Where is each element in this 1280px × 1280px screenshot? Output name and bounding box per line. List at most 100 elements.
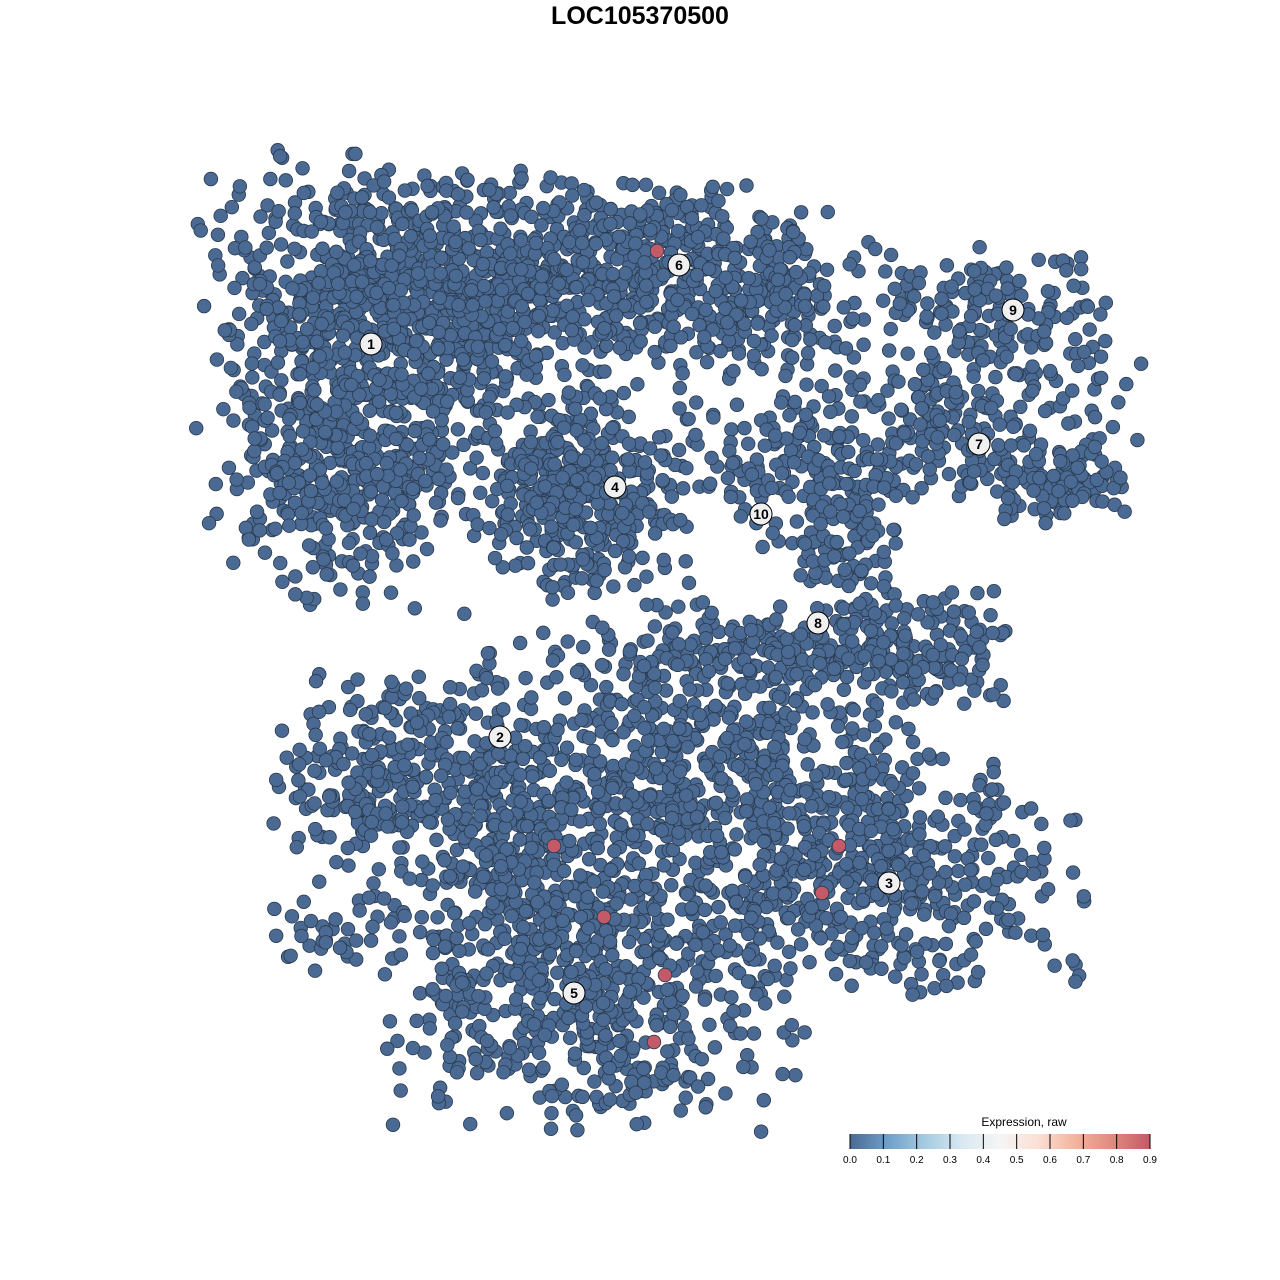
point bbox=[914, 401, 929, 416]
point bbox=[307, 796, 322, 811]
point bbox=[727, 842, 743, 857]
point bbox=[642, 788, 658, 803]
point bbox=[830, 939, 845, 955]
point bbox=[422, 814, 437, 830]
point bbox=[1057, 506, 1072, 521]
point bbox=[405, 779, 421, 794]
point bbox=[912, 827, 927, 842]
point bbox=[1042, 363, 1058, 379]
point bbox=[921, 747, 937, 762]
point bbox=[318, 753, 334, 768]
point bbox=[670, 657, 685, 673]
point bbox=[967, 683, 982, 698]
point bbox=[734, 293, 749, 308]
point bbox=[1093, 370, 1109, 386]
point bbox=[347, 804, 363, 820]
point bbox=[901, 721, 916, 737]
point bbox=[1037, 324, 1052, 339]
point bbox=[467, 734, 482, 749]
point bbox=[895, 675, 911, 690]
point bbox=[460, 172, 475, 188]
point bbox=[597, 562, 612, 578]
point bbox=[680, 739, 695, 755]
point bbox=[443, 327, 458, 343]
point bbox=[406, 554, 421, 569]
point bbox=[867, 606, 883, 621]
point bbox=[1076, 889, 1092, 904]
point bbox=[415, 854, 430, 869]
point bbox=[450, 721, 465, 736]
point bbox=[591, 800, 607, 816]
point bbox=[513, 717, 528, 733]
point bbox=[557, 691, 573, 706]
point bbox=[419, 541, 435, 557]
point bbox=[260, 198, 275, 213]
point bbox=[514, 299, 529, 314]
point bbox=[1065, 865, 1081, 880]
point bbox=[796, 819, 812, 834]
point bbox=[689, 809, 705, 825]
point bbox=[727, 250, 743, 266]
point bbox=[733, 509, 748, 524]
point bbox=[781, 910, 796, 926]
point bbox=[244, 356, 260, 371]
point bbox=[486, 200, 501, 215]
point bbox=[746, 348, 762, 363]
point bbox=[482, 182, 497, 198]
point bbox=[989, 872, 1005, 888]
point bbox=[789, 666, 804, 682]
point bbox=[701, 664, 717, 679]
point bbox=[500, 405, 515, 420]
point bbox=[665, 733, 680, 749]
point bbox=[793, 568, 808, 583]
point bbox=[259, 240, 274, 255]
point bbox=[671, 636, 687, 652]
point bbox=[611, 229, 627, 245]
point bbox=[247, 260, 262, 275]
point bbox=[1005, 475, 1020, 490]
point bbox=[639, 278, 654, 293]
point bbox=[919, 309, 934, 324]
point bbox=[508, 558, 523, 573]
point bbox=[569, 472, 585, 488]
point bbox=[500, 507, 516, 522]
point bbox=[564, 449, 579, 464]
point bbox=[897, 425, 912, 441]
point bbox=[496, 702, 511, 717]
point bbox=[906, 692, 922, 707]
point bbox=[741, 270, 756, 286]
point bbox=[503, 208, 518, 223]
point bbox=[643, 222, 658, 238]
point bbox=[806, 847, 822, 863]
point bbox=[288, 587, 303, 602]
point bbox=[639, 569, 654, 584]
point bbox=[296, 185, 311, 201]
point bbox=[1094, 454, 1109, 469]
point bbox=[545, 579, 560, 595]
point bbox=[505, 320, 520, 336]
point bbox=[242, 400, 257, 416]
point bbox=[914, 884, 930, 899]
point bbox=[439, 394, 455, 409]
point bbox=[295, 424, 311, 439]
point bbox=[827, 318, 842, 334]
point bbox=[575, 552, 591, 567]
point bbox=[916, 848, 931, 863]
point bbox=[963, 309, 979, 324]
point bbox=[394, 367, 409, 382]
point bbox=[689, 267, 705, 283]
point bbox=[708, 283, 723, 299]
point bbox=[534, 268, 550, 284]
point bbox=[372, 372, 387, 387]
point bbox=[664, 810, 680, 826]
point bbox=[208, 476, 223, 492]
point bbox=[287, 241, 302, 256]
point bbox=[770, 935, 785, 950]
point bbox=[261, 225, 277, 241]
point bbox=[363, 253, 378, 269]
point bbox=[922, 462, 937, 477]
point bbox=[891, 857, 906, 873]
point bbox=[767, 428, 783, 443]
point bbox=[315, 241, 330, 256]
